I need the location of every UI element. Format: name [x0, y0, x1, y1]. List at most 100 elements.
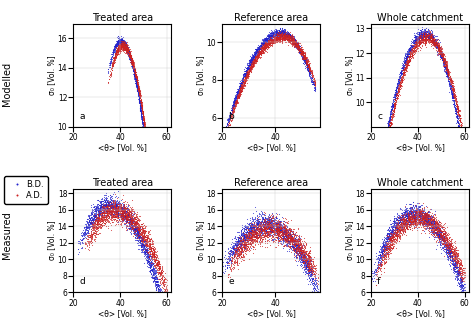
Point: [383, 242, 390, 247]
Point: [128, 57, 136, 63]
Point: [130, 222, 138, 227]
Point: [272, 36, 279, 42]
Point: [410, 50, 418, 55]
Point: [410, 209, 418, 214]
Point: [153, 278, 160, 283]
Point: [235, 88, 242, 93]
Point: [306, 68, 313, 73]
Point: [297, 261, 305, 266]
Point: [393, 225, 401, 230]
Point: [264, 225, 272, 231]
Point: [297, 250, 305, 255]
Point: [397, 223, 405, 228]
Point: [398, 72, 405, 77]
Point: [410, 209, 418, 214]
Point: [267, 220, 274, 225]
Point: [279, 28, 287, 34]
Point: [386, 236, 394, 241]
Point: [292, 254, 300, 259]
Point: [100, 212, 108, 218]
Point: [128, 61, 136, 66]
Point: [460, 273, 467, 278]
Point: [408, 50, 416, 56]
Point: [154, 261, 162, 266]
Point: [412, 220, 420, 226]
Point: [255, 225, 262, 230]
Point: [410, 45, 418, 51]
Point: [440, 63, 447, 68]
Point: [86, 220, 93, 226]
Point: [125, 49, 132, 54]
Point: [133, 77, 140, 83]
Point: [291, 42, 299, 47]
Point: [253, 230, 261, 235]
Point: [430, 218, 438, 223]
Point: [375, 252, 383, 257]
Point: [292, 253, 300, 258]
Point: [386, 110, 394, 115]
Point: [255, 228, 263, 234]
Point: [293, 46, 301, 51]
Point: [395, 84, 402, 89]
Point: [416, 220, 424, 225]
Point: [412, 216, 419, 221]
Point: [288, 234, 295, 239]
Point: [118, 219, 125, 224]
Point: [292, 41, 300, 46]
Point: [428, 38, 436, 44]
Point: [243, 251, 250, 256]
Point: [422, 220, 429, 226]
Point: [388, 245, 395, 250]
Point: [129, 67, 137, 72]
Point: [263, 228, 270, 233]
Point: [273, 223, 280, 228]
Point: [304, 64, 311, 69]
Point: [108, 214, 116, 220]
Point: [447, 240, 455, 246]
Point: [423, 221, 431, 227]
Point: [451, 92, 458, 97]
Point: [403, 223, 411, 229]
Point: [432, 217, 439, 222]
Point: [145, 263, 153, 268]
X-axis label: <θ> [Vol. %]: <θ> [Vol. %]: [396, 309, 445, 318]
Point: [232, 96, 239, 101]
Point: [141, 246, 148, 251]
Point: [390, 95, 397, 100]
Point: [382, 247, 390, 252]
Point: [110, 206, 118, 211]
Point: [295, 242, 302, 248]
Point: [115, 203, 122, 209]
Point: [128, 218, 136, 224]
Point: [413, 210, 420, 215]
Point: [261, 229, 269, 235]
Point: [303, 60, 310, 65]
Point: [84, 240, 92, 245]
Point: [412, 213, 419, 218]
Point: [118, 205, 126, 210]
Point: [139, 120, 147, 125]
Point: [445, 252, 453, 257]
Point: [429, 229, 437, 234]
Point: [296, 248, 303, 253]
Point: [122, 41, 129, 47]
Point: [228, 109, 236, 114]
Point: [130, 220, 137, 226]
Point: [111, 51, 119, 56]
Point: [435, 48, 443, 53]
Point: [273, 229, 281, 235]
Point: [235, 245, 242, 251]
Point: [283, 34, 291, 40]
Point: [138, 108, 146, 113]
Point: [442, 243, 449, 249]
Point: [116, 201, 124, 206]
Point: [117, 213, 125, 218]
Point: [292, 41, 299, 47]
Point: [378, 249, 385, 254]
Point: [120, 212, 128, 218]
Point: [230, 253, 237, 258]
Point: [100, 212, 108, 218]
Point: [111, 215, 119, 220]
Point: [116, 45, 124, 50]
Point: [237, 87, 244, 92]
